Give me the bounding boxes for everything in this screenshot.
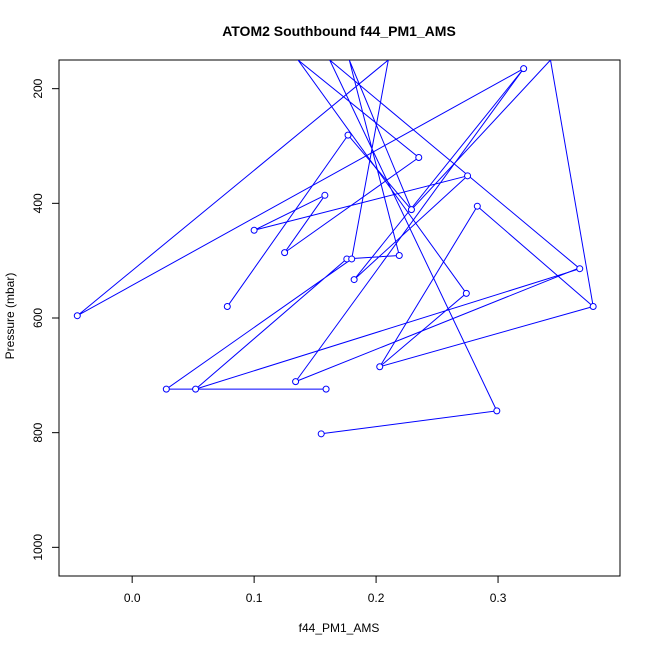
- data-point: [350, 276, 358, 284]
- series-line: [76, 60, 594, 435]
- series-segment: [379, 205, 478, 367]
- data-point: [73, 312, 81, 320]
- plot-frame: [58, 59, 621, 577]
- data-point: [344, 131, 352, 139]
- data-point: [464, 172, 472, 180]
- x-axis-label: f44_PM1_AMS: [299, 621, 380, 635]
- data-point: [223, 303, 231, 311]
- series-markers: [73, 65, 597, 438]
- x-tick-label: 0.0: [124, 591, 141, 605]
- y-tick-label: 800: [31, 422, 45, 442]
- series-segment: [226, 134, 349, 307]
- data-point: [317, 430, 325, 438]
- x-tick-label: 0.1: [246, 591, 263, 605]
- data-point: [589, 303, 597, 311]
- data-point: [473, 202, 481, 210]
- data-point: [321, 191, 329, 199]
- chart-title: ATOM2 Southbound f44_PM1_AMS: [222, 23, 456, 39]
- y-tick-label: 600: [31, 308, 45, 328]
- y-tick-label: 400: [31, 193, 45, 213]
- data-point: [407, 206, 415, 214]
- series-segment: [476, 205, 594, 307]
- y-axis: 200 400 600 800 1000: [31, 78, 59, 561]
- data-point: [281, 249, 289, 257]
- series-segment: [347, 134, 412, 210]
- data-point: [322, 385, 330, 393]
- series-segment: [295, 68, 525, 382]
- data-point: [250, 226, 258, 234]
- data-point: [576, 265, 584, 273]
- data-point: [493, 407, 501, 415]
- series-lines: [76, 60, 594, 435]
- y-axis-label: Pressure (mbar): [3, 273, 17, 360]
- data-point: [415, 153, 423, 161]
- data-point: [395, 252, 403, 260]
- y-tick-label: 1000: [31, 534, 45, 561]
- x-tick-label: 0.3: [490, 591, 507, 605]
- data-point: [520, 65, 528, 73]
- series-segment: [295, 268, 578, 383]
- data-point: [162, 385, 170, 393]
- y-tick-label: 200: [31, 78, 45, 98]
- x-axis: 0.0 0.1 0.2 0.3: [124, 576, 507, 605]
- data-point: [348, 255, 356, 263]
- data-point: [192, 385, 200, 393]
- data-point: [376, 363, 384, 371]
- data-point: [292, 378, 300, 386]
- x-tick-label: 0.2: [368, 591, 385, 605]
- data-point: [462, 289, 470, 297]
